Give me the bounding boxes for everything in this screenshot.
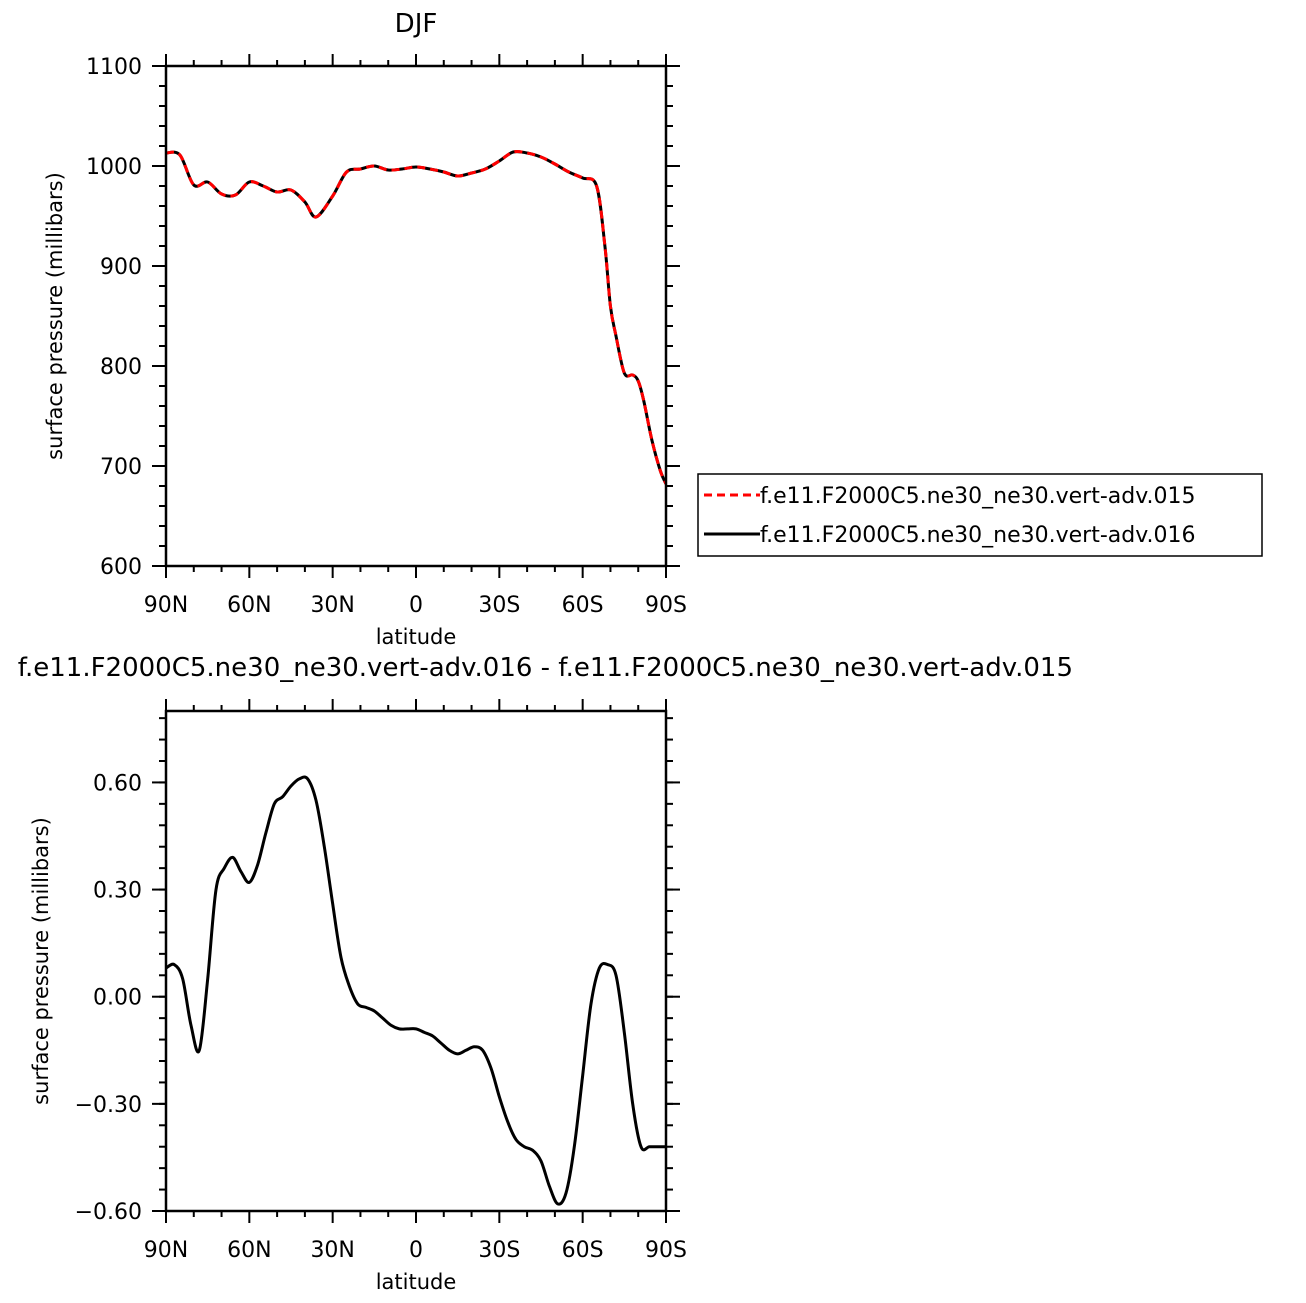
plot-frame-2 [164,709,668,1213]
x-tick-label: 90S [645,593,687,618]
y-tick-label: 1100 [86,55,142,80]
x-tick-label: 30S [478,1238,520,1263]
y-tick-label: −0.30 [75,1093,142,1118]
legend: f.e11.F2000C5.ne30_ne30.vert-adv.015 f.e1… [697,473,1263,557]
y-tick-label: 1000 [86,155,142,180]
x-tick-label: 90N [144,1238,188,1263]
x-tick-label: 90N [144,593,188,618]
x-tick-label: 30N [310,1238,354,1263]
plot-frame-1 [164,64,668,568]
chart-title-2: f.e11.F2000C5.ne30_ne30.vert-adv.016 - f… [18,653,1073,683]
y-axis-label: surface pressure (millibars) [29,817,53,1105]
x-tick-label: 60S [562,1238,604,1263]
x-axis-label: latitude [376,625,457,649]
y-tick-label: 0.30 [93,879,142,904]
x-axis-label: latitude [376,1270,457,1294]
series-group-1 [166,149,666,485]
x-tick-label: 90S [645,1238,687,1263]
y-tick-label: −0.60 [75,1200,142,1225]
y-tick-label: 700 [100,455,142,480]
y-axis-label: surface pressure (millibars) [43,172,67,460]
series-line-1-1 [166,149,666,485]
chart-title-1: DJF [395,9,438,39]
y-tick-label: 600 [100,555,142,580]
x-tick-label: 60S [562,593,604,618]
x-tick-label: 30N [310,593,354,618]
legend-box [697,473,1263,557]
x-tick-label: 0 [409,1238,423,1263]
legend-label-2: f.e11.F2000C5.ne30_ne30.vert-adv.016 [760,523,1196,548]
y-tick-label: 800 [100,355,142,380]
y-tick-label: 900 [100,255,142,280]
series-line-1-2 [166,149,666,485]
y-tick-label: 0.00 [93,986,142,1011]
x-tick-label: 60N [227,593,271,618]
y-tick-label: 0.60 [93,771,142,796]
chart-panel-1: DJF 90N 60N 30N 0 30S 60S 90S 600 700 800 900 1000 11… [43,9,1263,649]
x-tick-label: 60N [227,1238,271,1263]
legend-label-1: f.e11.F2000C5.ne30_ne30.vert-adv.015 [760,484,1196,509]
x-tick-label: 0 [409,593,423,618]
chart-panel-2: f.e11.F2000C5.ne30_ne30.vert-adv.016 - f… [18,653,1073,1294]
series-group-2 [166,775,666,1206]
x-tick-label: 30S [478,593,520,618]
series-line-2-1 [166,775,666,1206]
